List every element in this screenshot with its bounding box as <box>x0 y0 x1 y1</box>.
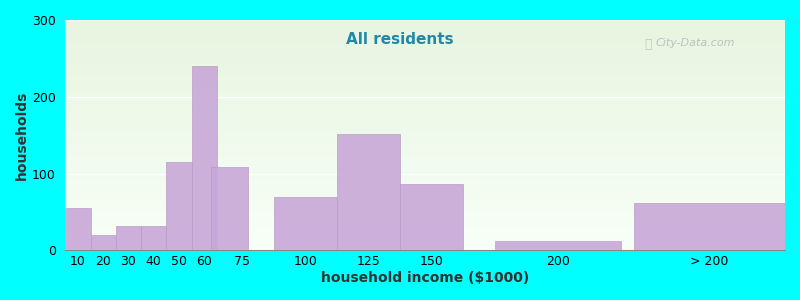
Bar <box>400 184 463 250</box>
Bar <box>66 208 90 250</box>
Bar <box>634 203 785 250</box>
Bar <box>210 167 249 250</box>
Bar <box>116 226 141 250</box>
Y-axis label: households: households <box>15 91 29 180</box>
Text: City-Data.com: City-Data.com <box>655 38 735 48</box>
Bar <box>90 235 116 250</box>
Text: Ⓣ: Ⓣ <box>645 38 652 51</box>
Text: All residents: All residents <box>346 32 454 46</box>
Bar <box>166 162 192 250</box>
Bar <box>494 241 621 250</box>
Bar <box>337 134 400 250</box>
Bar <box>192 66 217 250</box>
X-axis label: household income ($1000): household income ($1000) <box>321 271 530 285</box>
Bar <box>274 196 337 250</box>
Bar <box>141 226 166 250</box>
